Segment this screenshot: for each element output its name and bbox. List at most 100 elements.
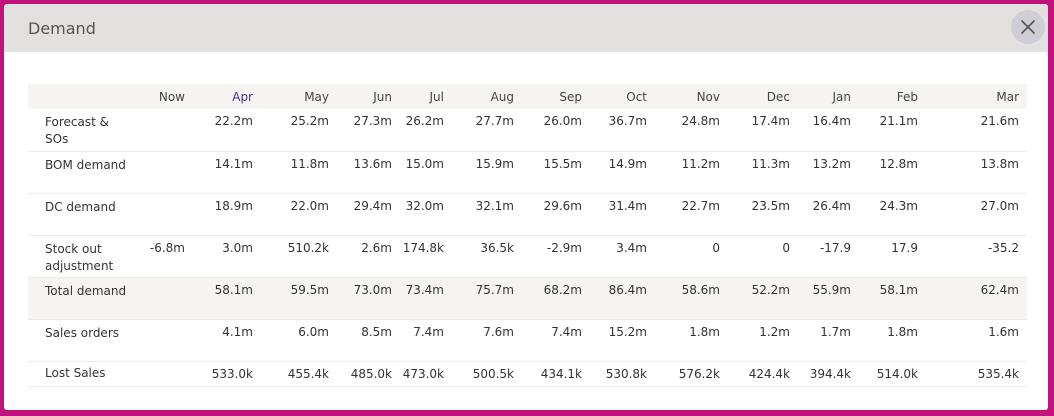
table-cell: 3.4m (616, 240, 647, 255)
table-cell: 424.4k (748, 366, 790, 381)
table-cell: 1.7m (820, 324, 851, 339)
modal-header: Demand (4, 4, 1048, 52)
table-cell: 31.4m (608, 198, 647, 213)
table-cell: 1.8m (887, 324, 918, 339)
table-cell: 26.2m (405, 114, 444, 128)
column-header-now: Now (158, 89, 185, 104)
table-cell: 27.0m (980, 198, 1019, 213)
table-cell: 22.2m (214, 114, 253, 128)
table-cell: 8.5m (361, 324, 392, 339)
table-cell (133, 109, 193, 151)
table-cell: 58.1m (214, 282, 253, 297)
table-row: Sales orders 4.1m 6.0m 8.5m 7.4m 7.6m 7.4m 15.2… (28, 319, 1027, 361)
table-cell: 68.2m (543, 282, 582, 297)
table-cell (133, 319, 193, 361)
table-cell (133, 193, 193, 235)
table-cell: 29.6m (543, 198, 582, 213)
table-cell: -2.9m (546, 240, 582, 255)
close-button[interactable] (1011, 10, 1045, 44)
table-cell: 32.0m (405, 198, 444, 213)
close-icon (1021, 20, 1035, 34)
table-cell: 18.9m (214, 198, 253, 213)
table-cell (133, 361, 193, 386)
table-cell: 36.7m (608, 114, 647, 128)
table-cell: 73.0m (353, 282, 392, 297)
table-cell: -17.9 (819, 240, 851, 255)
table-cell: 14.9m (608, 156, 647, 171)
column-header-feb: Feb (896, 89, 918, 104)
table-row: BOM demand 14.1m 11.8m 13.6m 15.0m 15.9m 15.5m… (28, 151, 1027, 193)
table-cell: 394.4k (809, 366, 851, 381)
table-cell: -6.8m (149, 240, 185, 255)
table-cell: 15.5m (543, 156, 582, 171)
table-cell: 533.0k (211, 366, 253, 381)
table-cell: 29.4m (353, 198, 392, 213)
table-cell: 62.4m (980, 282, 1019, 297)
table-cell: 0 (782, 240, 790, 255)
table-cell: 473.0k (402, 366, 444, 381)
table-cell: 11.8m (290, 156, 329, 171)
table-cell: 500.5k (472, 366, 514, 381)
table-cell: 52.2m (751, 282, 790, 297)
column-header-oct: Oct (626, 89, 647, 104)
table-cell: 36.5k (480, 240, 514, 255)
table-cell: 27.7m (475, 114, 514, 128)
row-label: DC demand (45, 199, 116, 214)
row-label: Lost Sales (45, 366, 106, 380)
table-cell: 73.4m (405, 282, 444, 297)
table-cell: 7.4m (551, 324, 582, 339)
column-header-jun: Jun (373, 89, 392, 104)
column-header-sep: Sep (559, 89, 582, 104)
column-header-apr: Apr (232, 89, 253, 104)
table-cell: 17.4m (751, 114, 790, 128)
table-cell: 535.4k (977, 366, 1019, 381)
table-cell: 455.4k (287, 366, 329, 381)
table-row: Total demand 58.1m 59.5m 73.0m 73.4m 75.7m 68.… (28, 277, 1027, 319)
table-cell: 21.6m (980, 114, 1019, 128)
table-cell: 13.6m (353, 156, 392, 171)
table-cell: 7.6m (483, 324, 514, 339)
table-cell: 13.2m (812, 156, 851, 171)
table-cell: 485.0k (350, 366, 392, 381)
table-cell: 6.0m (298, 324, 329, 339)
row-label: BOM demand (45, 157, 126, 172)
row-label: Sales orders (45, 325, 120, 340)
row-label: Forecast & SOs (45, 115, 109, 146)
column-header-aug: Aug (490, 89, 514, 104)
table-cell: 26.0m (543, 114, 582, 128)
table-cell: 510.2k (287, 240, 329, 255)
demand-table: Now Apr May Jun Jul Aug Sep Oct Nov Dec Jan Feb Mar … (28, 84, 1027, 387)
table-cell: 4.1m (222, 324, 253, 339)
column-header-nov: Nov (696, 89, 720, 104)
table-cell: 21.1m (879, 114, 918, 128)
column-header-dec: Dec (766, 89, 790, 104)
row-label: Total demand (45, 283, 127, 298)
table-cell: 26.4m (812, 198, 851, 213)
table-cell: 434.1k (540, 366, 582, 381)
table-cell: 2.6m (361, 240, 392, 255)
table-row: Lost Sales 533.0k 455.4k 485.0k 473.0k 500.5k… (28, 361, 1027, 386)
column-header-jan: Jan (832, 89, 852, 104)
table-cell: 32.1m (475, 198, 514, 213)
table-cell: 75.7m (475, 282, 514, 297)
table-cell: 530.8k (605, 366, 647, 381)
table-cell: 24.3m (879, 198, 918, 213)
table-cell: 23.5m (751, 198, 790, 213)
column-header-mar: Mar (996, 89, 1019, 104)
table-cell: 16.4m (812, 114, 851, 128)
table-cell: 27.3m (353, 114, 392, 128)
table-cell: 15.2m (608, 324, 647, 339)
table-cell: 3.0m (222, 240, 253, 255)
table-cell: 58.6m (681, 282, 720, 297)
table-cell: 59.5m (290, 282, 329, 297)
table-cell (133, 151, 193, 193)
table-cell: 11.3m (751, 156, 790, 171)
table-cell: 576.2k (678, 366, 720, 381)
table-cell (133, 277, 193, 319)
table-cell: 174.8k (402, 240, 444, 255)
table-cell: 11.2m (681, 156, 720, 171)
table-cell: 58.1m (879, 282, 918, 297)
table-cell: 13.8m (980, 156, 1019, 171)
table-cell: 15.9m (475, 156, 514, 171)
table-header-row: Now Apr May Jun Jul Aug Sep Oct Nov Dec Jan Feb Mar (28, 84, 1027, 109)
